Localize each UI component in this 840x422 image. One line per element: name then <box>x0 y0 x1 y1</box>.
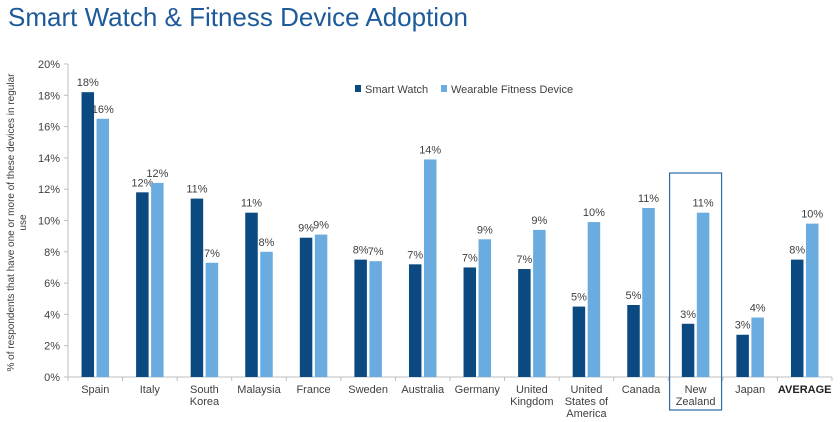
data-label: 4% <box>750 303 766 315</box>
y-tick-label: 18% <box>38 90 60 102</box>
bar-fitness-device <box>642 207 655 377</box>
data-label: 7% <box>368 246 384 258</box>
data-label: 7% <box>462 252 478 264</box>
y-tick-label: 14% <box>38 153 60 165</box>
data-label: 8% <box>353 245 369 257</box>
bar-fitness-device <box>478 239 492 377</box>
y-tick-label: 0% <box>44 372 60 384</box>
bar-fitness-device <box>314 234 328 377</box>
bar-fitness-device <box>151 182 164 377</box>
data-label: 7% <box>407 249 423 261</box>
category-label: Italy <box>140 384 161 396</box>
bar-smart-watch <box>736 334 749 377</box>
data-label: 14% <box>419 144 441 156</box>
category-label: United <box>571 384 603 396</box>
data-label: 11% <box>692 198 713 210</box>
bar-smart-watch <box>518 269 531 377</box>
data-label: 8% <box>789 245 805 257</box>
category-label: States of <box>565 396 609 408</box>
category-label: Germany <box>455 384 501 396</box>
legend-label-fitness-device: Wearable Fitness Device <box>451 84 573 96</box>
bar-fitness-device <box>423 159 437 377</box>
bar-fitness-device <box>533 229 546 377</box>
y-tick-label: 4% <box>44 309 60 321</box>
y-tick-label: 12% <box>38 184 60 196</box>
data-label: 16% <box>92 104 114 116</box>
y-tick-label: 8% <box>44 247 60 259</box>
bar-smart-watch <box>463 267 477 377</box>
y-tick-label: 16% <box>38 122 60 134</box>
y-tick-label: 6% <box>44 278 60 290</box>
bar-smart-watch <box>627 305 640 377</box>
category-label: AVERAGE <box>778 384 832 396</box>
bar-smart-watch <box>790 259 804 377</box>
bar-fitness-device <box>805 223 819 377</box>
category-label: America <box>566 408 607 420</box>
bar-fitness-device <box>96 118 110 378</box>
data-label: 9% <box>298 223 314 235</box>
bar-smart-watch <box>136 192 149 377</box>
category-label: New <box>685 384 707 396</box>
y-axis-label-line-1: % of respondents that have one or more o… <box>6 73 17 372</box>
data-label: 12% <box>131 177 153 189</box>
data-label: 10% <box>801 209 823 221</box>
category-label: Canada <box>622 384 661 396</box>
bar-smart-watch <box>572 306 586 377</box>
bar-smart-watch <box>245 212 258 377</box>
data-label: 10% <box>583 207 605 219</box>
data-label: 9% <box>477 224 493 236</box>
legend-label-smart-watch: Smart Watch <box>365 84 428 96</box>
data-label: 9% <box>313 220 329 232</box>
y-axis-label-line-2: use <box>18 214 29 231</box>
category-label: United <box>516 384 548 396</box>
data-label: 7% <box>516 254 532 266</box>
bar-fitness-device <box>696 212 710 377</box>
highlight-box <box>668 172 723 411</box>
data-label: 12% <box>146 168 168 180</box>
bar-smart-watch <box>681 323 695 377</box>
y-tick-label: 10% <box>38 216 60 228</box>
category-label: Australia <box>401 384 445 396</box>
data-label: 5% <box>626 290 642 302</box>
category-label: Spain <box>81 384 109 396</box>
category-label: Zealand <box>676 396 716 408</box>
category-label: Malaysia <box>237 384 281 396</box>
bar-smart-watch <box>190 198 204 377</box>
data-label: 11% <box>186 184 207 196</box>
bar-smart-watch <box>81 92 95 378</box>
bar-fitness-device <box>205 262 219 377</box>
category-label: Korea <box>190 396 220 408</box>
bar-smart-watch <box>408 264 422 377</box>
category-label: France <box>296 384 330 396</box>
data-label: 11% <box>638 193 659 205</box>
data-label: 3% <box>680 309 696 321</box>
category-label: Kingdom <box>510 396 553 408</box>
legend-swatch-fitness-device <box>441 85 447 92</box>
data-label: 18% <box>77 77 99 89</box>
data-label: 8% <box>259 237 275 249</box>
data-label: 11% <box>241 198 262 210</box>
bar-fitness-device <box>751 317 764 377</box>
bar-fitness-device <box>260 251 273 377</box>
bar-fitness-device <box>587 222 601 377</box>
category-label: South <box>190 384 219 396</box>
data-label: 3% <box>735 320 751 332</box>
bar-fitness-device <box>369 261 382 377</box>
data-label: 9% <box>531 215 547 227</box>
data-label: 7% <box>204 248 220 260</box>
bar-smart-watch <box>299 237 313 377</box>
bar-smart-watch <box>354 259 367 377</box>
category-label: Sweden <box>348 384 388 396</box>
chart-title: Smart Watch & Fitness Device Adoption <box>8 2 469 32</box>
y-tick-label: 2% <box>44 341 60 353</box>
category-label: Japan <box>735 384 765 396</box>
data-label: 5% <box>571 292 587 304</box>
legend-swatch-smart-watch <box>355 85 361 92</box>
y-tick-label: 20% <box>38 59 60 71</box>
